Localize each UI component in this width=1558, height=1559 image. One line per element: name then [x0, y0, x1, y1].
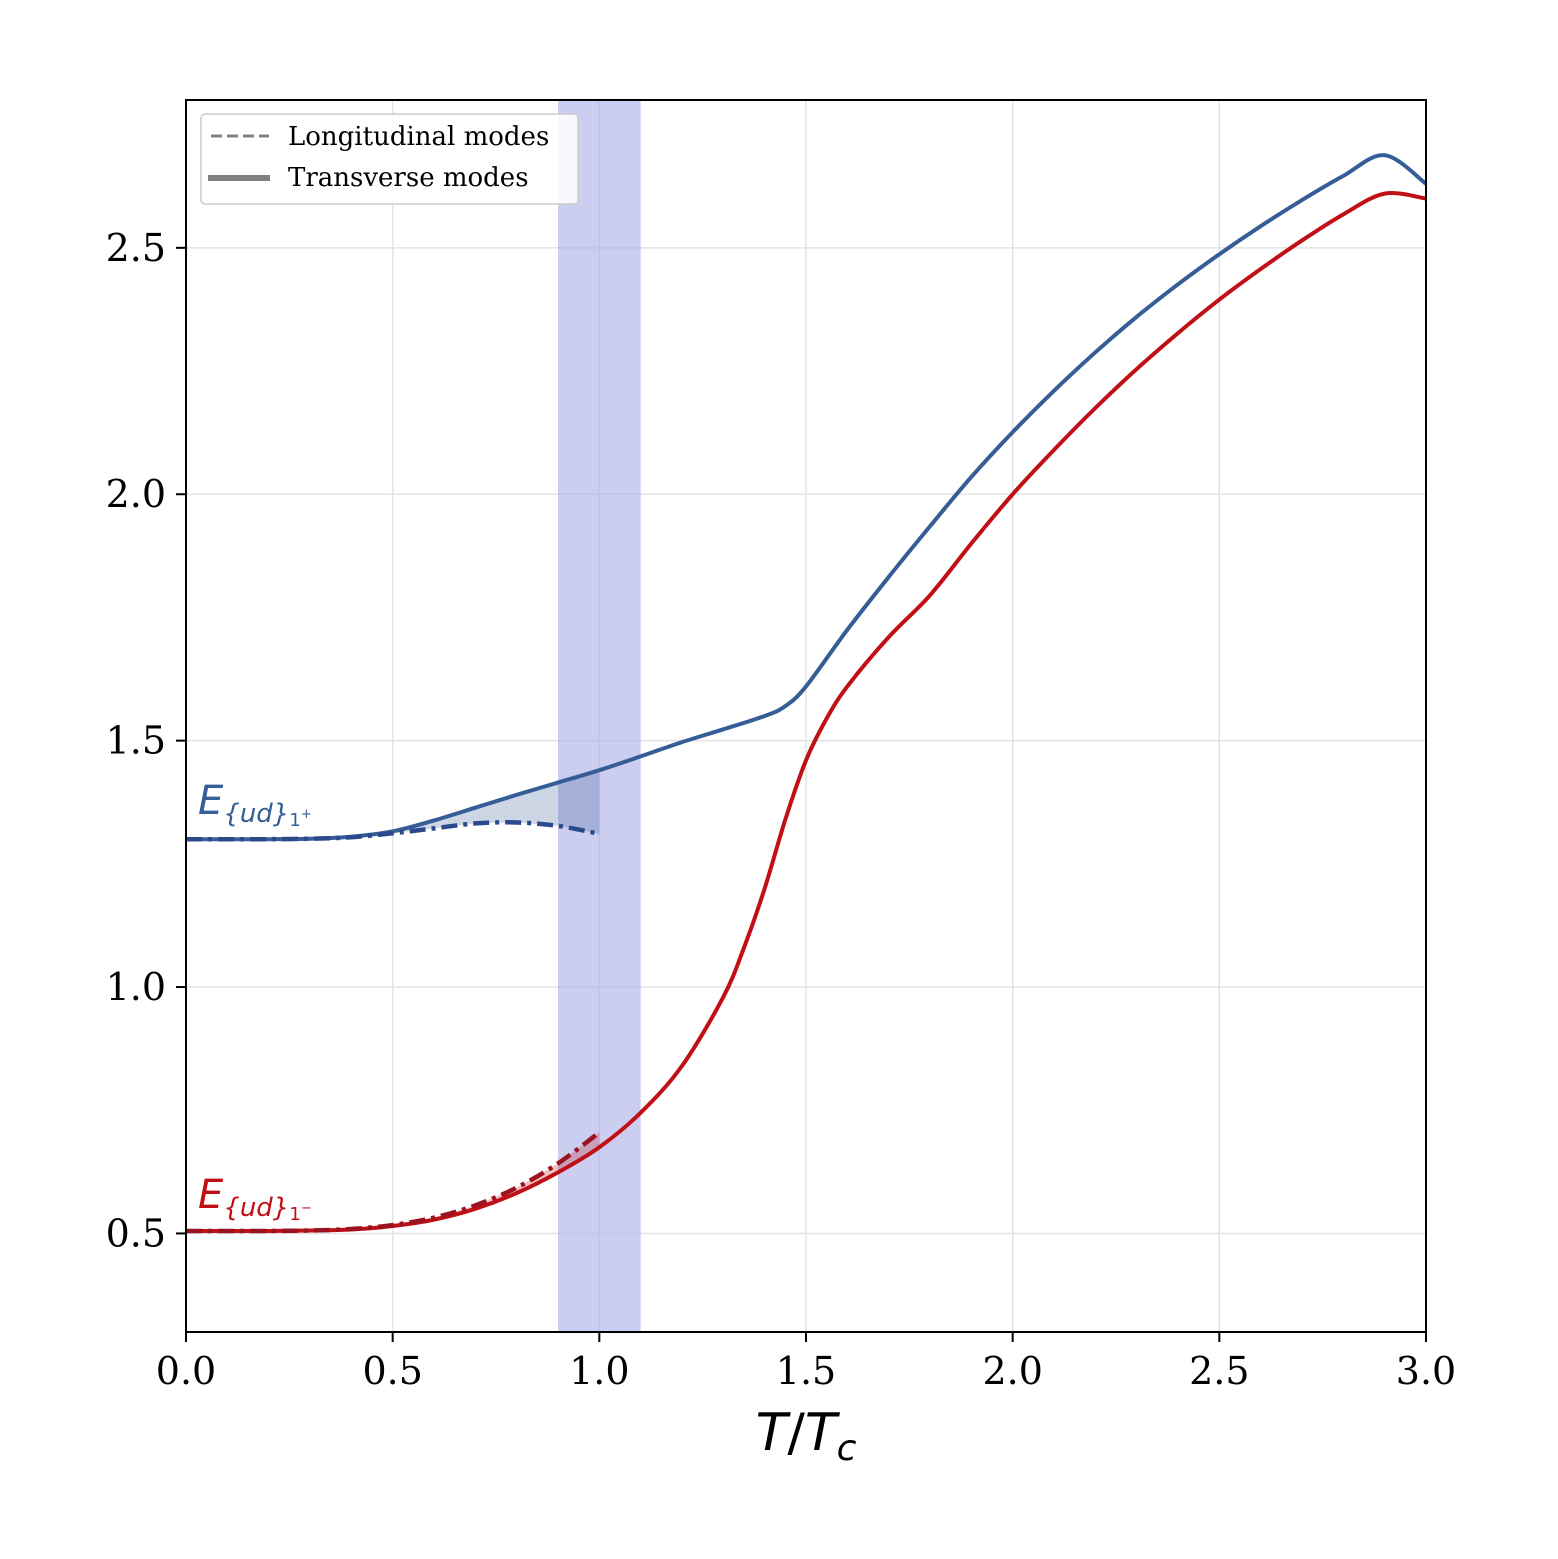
- legend-box: [200, 113, 579, 205]
- x-tick-label-0: 0.0: [156, 1349, 216, 1393]
- x-tick-label-2: 1.0: [569, 1349, 629, 1393]
- series-layer: [186, 153, 1426, 1234]
- legend-label-transverse: Transverse modes: [288, 163, 529, 193]
- series-label-1minus: E{ud}1−: [198, 1172, 312, 1225]
- x-tick-label-6: 3.0: [1396, 1349, 1456, 1393]
- axis-ticks: 0.0 0.5 1.0 1.5 2.0 2.5 3.0 0.5 1.0 1.5 2.0 2.5: [106, 226, 1457, 1393]
- y-tick-label-3: 2.0: [106, 472, 166, 516]
- legend-label-longitudinal: Longitudinal modes: [288, 122, 549, 152]
- series-line-0: [186, 153, 1426, 842]
- series-line-3: [186, 1130, 601, 1234]
- y-tick-label-1: 1.0: [106, 965, 166, 1009]
- y-tick-label-4: 2.5: [106, 226, 166, 270]
- x-tick-label-3: 1.5: [776, 1349, 836, 1393]
- series-line-1: [186, 820, 600, 842]
- x-tick-label-4: 2.0: [982, 1349, 1042, 1393]
- x-tick-label-1: 0.5: [362, 1349, 422, 1393]
- x-tick-label-5: 2.5: [1189, 1349, 1249, 1393]
- legend: Longitudinal modes Transverse modes: [200, 113, 579, 205]
- y-tick-label-2: 1.5: [106, 719, 166, 763]
- x-axis-title: T/Tc: [756, 1403, 857, 1469]
- y-tick-label-0: 0.5: [106, 1211, 166, 1255]
- series-label-1plus: E{ud}1+: [198, 778, 312, 831]
